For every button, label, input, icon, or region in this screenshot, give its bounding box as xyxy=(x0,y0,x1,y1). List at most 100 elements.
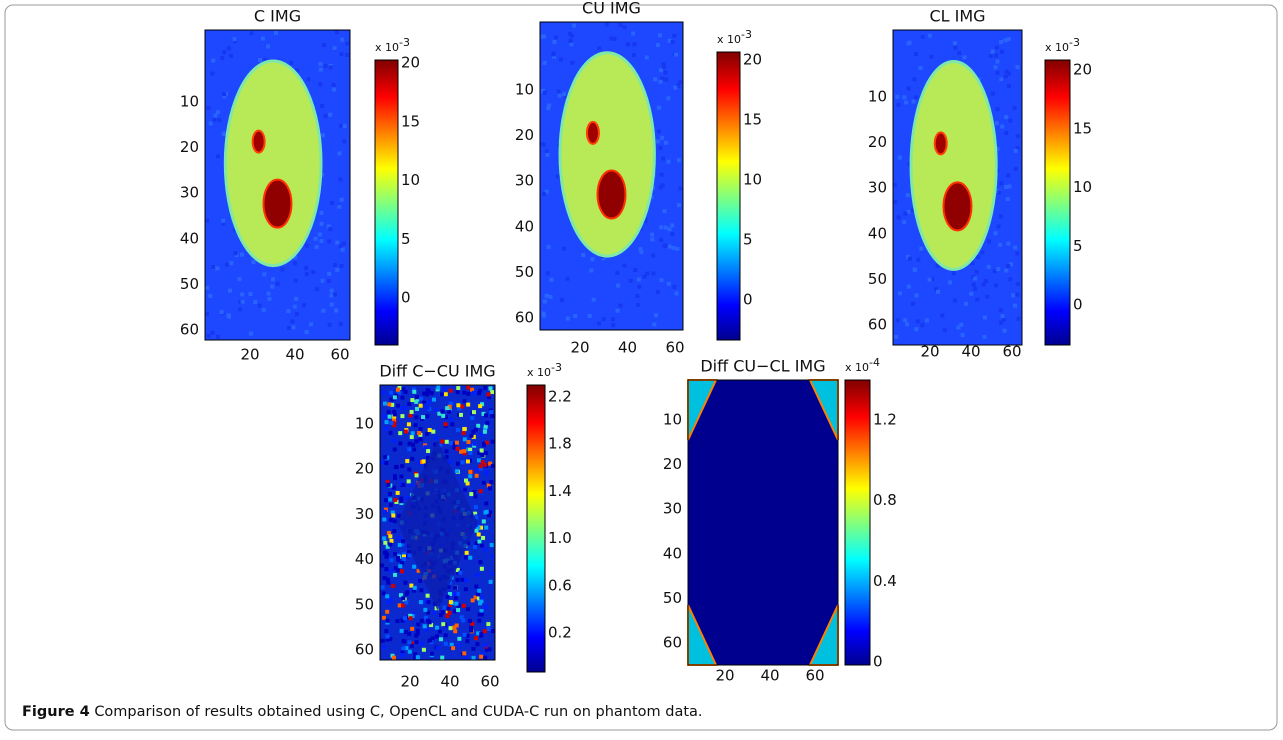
image-noise xyxy=(412,389,417,394)
image-noise xyxy=(996,224,1001,229)
image-noise xyxy=(664,77,669,82)
image-noise xyxy=(1006,264,1011,269)
image-noise xyxy=(562,92,567,97)
image-noise xyxy=(1006,173,1011,178)
image-noise xyxy=(289,60,294,65)
image-noise xyxy=(468,447,473,452)
image-noise xyxy=(386,580,391,585)
image-noise xyxy=(570,60,575,65)
image-noise xyxy=(409,483,414,488)
image-noise xyxy=(951,271,956,276)
image-noise xyxy=(448,401,453,406)
image-noise xyxy=(477,601,482,606)
image-noise xyxy=(426,448,431,453)
image-noise xyxy=(400,650,405,655)
image-noise xyxy=(983,279,988,284)
image-noise xyxy=(387,414,392,419)
image-noise xyxy=(462,451,467,456)
image-noise xyxy=(237,277,242,282)
image-noise xyxy=(224,262,229,267)
image-noise xyxy=(549,277,554,282)
image-noise xyxy=(626,42,631,47)
x-tick-label: 20 xyxy=(400,673,419,691)
image-noise xyxy=(457,406,462,411)
image-noise xyxy=(468,474,473,479)
image-noise xyxy=(217,117,222,122)
image-noise xyxy=(240,292,245,297)
image-noise xyxy=(997,190,1002,195)
image-noise xyxy=(469,433,474,438)
image-noise xyxy=(464,550,469,555)
image-noise xyxy=(431,397,436,402)
image-noise xyxy=(396,513,401,518)
image-noise xyxy=(454,601,459,606)
colorbar-tick-label: 0.8 xyxy=(873,491,897,509)
image-noise xyxy=(546,106,551,111)
image-noise xyxy=(666,96,671,101)
image-noise xyxy=(401,603,406,608)
image-noise xyxy=(478,560,483,565)
colorbar xyxy=(844,379,871,666)
image-noise xyxy=(415,628,420,633)
image-noise xyxy=(380,638,385,643)
colorbar-multiplier: x 10 xyxy=(375,41,399,54)
image-noise xyxy=(388,503,393,508)
image-noise xyxy=(914,293,919,298)
image-noise xyxy=(563,94,568,99)
image-noise xyxy=(461,431,466,436)
colorbar-tick-label: 0 xyxy=(401,289,411,307)
image-noise xyxy=(226,46,231,51)
image-noise xyxy=(425,414,430,419)
image-noise xyxy=(544,149,549,154)
image-noise xyxy=(678,80,683,85)
image-noise xyxy=(211,58,216,63)
image-noise xyxy=(447,603,452,608)
image-noise xyxy=(392,395,397,400)
image-noise xyxy=(445,406,450,411)
image-noise xyxy=(392,447,397,452)
image-noise xyxy=(467,618,472,623)
image-noise xyxy=(545,152,550,157)
image-noise xyxy=(408,613,413,618)
image-noise xyxy=(484,471,489,476)
image-noise xyxy=(430,636,435,641)
image-noise xyxy=(405,554,410,559)
image-noise xyxy=(441,413,446,418)
image-noise xyxy=(332,262,337,267)
image-noise xyxy=(483,604,488,609)
image-noise xyxy=(468,450,473,455)
image-noise xyxy=(261,36,266,41)
image-noise xyxy=(568,31,573,36)
image-noise xyxy=(414,399,419,404)
image-noise xyxy=(257,303,262,308)
colorbar-tick-label: 2.2 xyxy=(548,388,572,406)
image-noise xyxy=(407,441,412,446)
y-tick-label: 10 xyxy=(663,411,682,429)
image-frame xyxy=(204,29,351,341)
image-noise xyxy=(205,218,210,223)
colorbar-tick-label: 0.2 xyxy=(548,624,572,642)
image-noise xyxy=(676,203,681,208)
image-noise xyxy=(444,449,449,454)
image-noise xyxy=(1007,184,1012,189)
image-noise xyxy=(381,591,386,596)
image-noise xyxy=(622,263,627,268)
phantom-small xyxy=(933,131,948,156)
image-noise xyxy=(341,241,346,246)
image-noise xyxy=(329,302,334,307)
image-noise xyxy=(913,267,918,272)
image-noise xyxy=(453,629,458,634)
image-noise xyxy=(998,214,1003,219)
image-noise xyxy=(483,386,488,391)
colorbar-tick-label: 5 xyxy=(401,230,411,248)
image-noise xyxy=(399,496,404,501)
image-noise xyxy=(205,285,210,290)
image-noise xyxy=(400,395,405,400)
image-noise xyxy=(470,387,475,392)
colorbar-tick-label: 0 xyxy=(873,653,883,671)
image-noise xyxy=(557,93,562,98)
image-noise xyxy=(456,403,461,408)
image-noise xyxy=(342,139,347,144)
image-noise xyxy=(400,652,405,657)
